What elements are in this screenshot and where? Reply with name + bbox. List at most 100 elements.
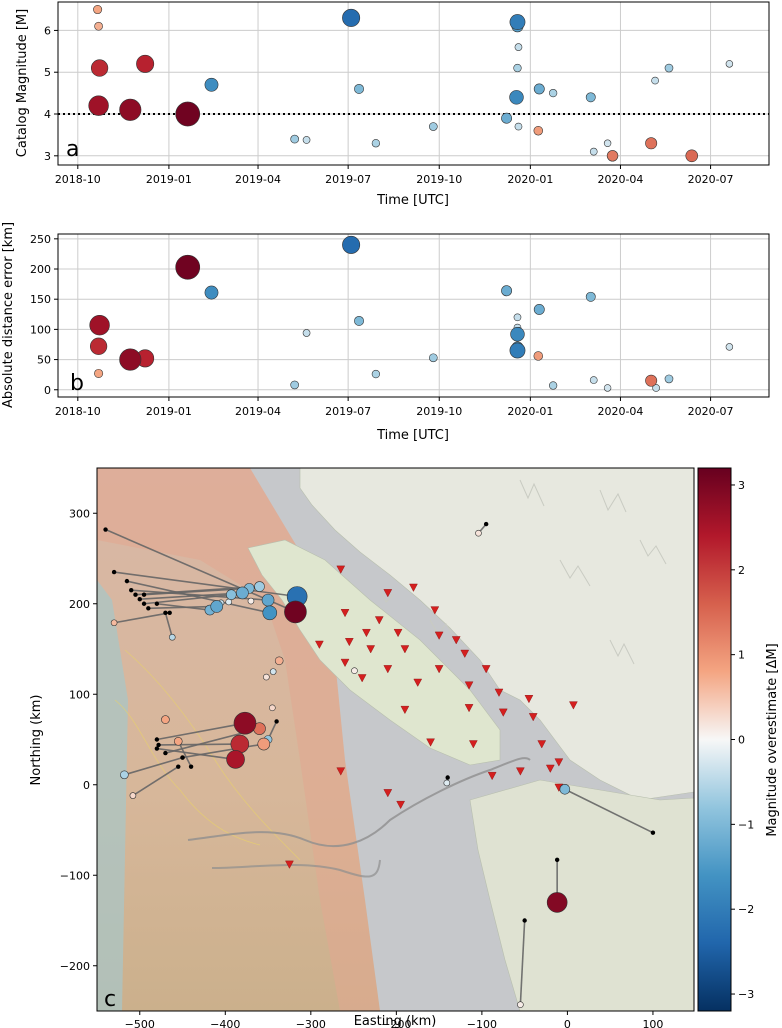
x-tick-label: 2019-04 [235,405,281,418]
data-point [664,63,674,73]
station-marker [434,665,444,674]
displacement-line [519,920,526,1005]
station-marker [524,695,534,704]
panel-b-distance-error-chart: 2018-10 2019-01 2019-04 2019-07 2019-10 2020-… [1,222,770,443]
event-marker [254,581,265,592]
data-point [510,327,525,342]
y-tick-label: 250 [30,233,51,246]
data-point [119,348,142,371]
y-tick-label: 300 [69,507,90,520]
event-marker [168,633,176,641]
event-marker [475,529,482,537]
true-location-dot [154,746,160,751]
station-marker [357,674,367,683]
x-tick-label: 2018-10 [55,405,101,418]
event-marker [284,600,307,624]
data-point [89,314,110,336]
true-location-dot [103,527,108,532]
data-point [89,337,108,355]
x-tick-label: 2020-04 [597,405,643,418]
y-tick-label: 50 [37,354,51,367]
x-tick-label: 2020-01 [507,405,553,418]
true-location-dot [163,750,168,756]
colorbar-tick-label: −3 [738,988,754,1001]
event-marker [546,892,568,913]
station-marker [285,860,294,869]
displacement-line [143,593,232,605]
x-tick-label: 2019-04 [235,173,281,186]
colorbar: −3 −2 −1 0 1 2 3 Magnitude overestimate [ΔM] [697,467,780,1012]
map-y-axis-label: Northing (km) [29,695,44,786]
station-marker [400,645,410,654]
true-location-dot [154,601,160,606]
event-marker [559,783,571,795]
displacement-line [156,602,210,611]
station-marker [366,645,376,654]
data-point [90,59,109,77]
station-marker [396,800,405,810]
x-tick-label: −200 [381,1018,411,1028]
data-point [119,98,142,121]
x-tick-label: 2020-04 [597,173,643,186]
true-location-dot [124,578,130,584]
data-point [354,315,364,326]
y-tick-label: 6 [44,24,51,37]
true-location-dot [522,918,527,923]
displacement-line [164,612,174,638]
true-location-dot [133,592,138,597]
true-location-dot [111,569,117,575]
panel-b-x-ticks: 2018-10 2019-01 2019-04 2019-07 2019-10 2020-… [55,397,734,418]
data-point [606,150,619,162]
panel-a-label: a [66,137,79,162]
y-tick-label: 100 [30,323,51,336]
y-tick-label: 5 [44,66,51,79]
x-tick-label: 100 [642,1018,663,1028]
x-tick-label: −400 [210,1018,240,1028]
event-marker [210,600,224,613]
panel-a-grid [58,2,769,165]
data-point [342,8,361,27]
panel-a-points [88,5,734,163]
station-marker [393,629,403,638]
true-location-dot [129,587,134,593]
data-point [645,137,658,150]
station-marker [481,665,491,674]
panel-b-x-axis-label: Time [UTC] [376,428,449,443]
map-stations [285,565,578,869]
data-point [204,285,219,300]
y-tick-label: 0 [44,384,51,397]
x-tick-label: 2019-07 [325,405,371,418]
data-point [585,92,596,103]
station-marker [451,636,461,645]
data-point [685,149,699,163]
data-point [94,21,103,31]
event-marker [269,668,277,675]
x-tick-label: 2019-01 [146,173,192,186]
data-point [514,122,523,131]
displacement-line [139,592,243,601]
panel-c-map: −500 −400 −300 −200 −100 0 100 −200 −100 0 100 200… [29,467,695,1028]
data-point [204,77,219,92]
data-point [603,384,612,392]
event-marker [129,792,137,799]
station-marker [383,665,393,674]
station-marker [383,789,393,798]
data-point [664,374,674,384]
station-marker [336,565,346,574]
station-marker [383,589,393,598]
map-events [103,521,656,1008]
y-tick-label: −200 [60,960,90,973]
y-tick-label: −100 [60,869,90,882]
station-marker [413,678,423,687]
station-marker [340,658,350,668]
station-marker [516,767,525,776]
y-tick-label: 4 [44,108,51,121]
data-point [514,43,523,51]
station-marker [468,740,478,749]
event-marker [236,586,249,600]
map-basemap [97,468,694,1011]
data-point [302,136,311,144]
station-marker [498,708,508,717]
colorbar-gradient [697,467,732,1012]
x-tick-label: 2020-07 [688,405,734,418]
